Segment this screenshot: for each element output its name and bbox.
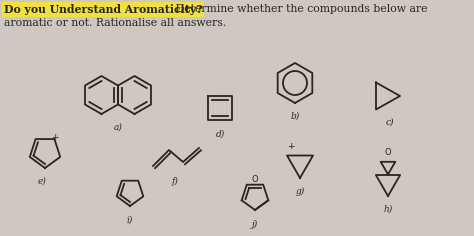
Text: a): a) [114, 123, 122, 132]
Text: +: + [51, 133, 58, 142]
Text: O: O [385, 148, 392, 157]
Text: +: + [287, 142, 295, 151]
Text: h): h) [383, 205, 392, 214]
Text: Determine whether the compounds below are: Determine whether the compounds below ar… [172, 4, 428, 14]
Text: d): d) [215, 130, 225, 139]
Text: i): i) [127, 216, 133, 225]
Text: b): b) [291, 112, 300, 121]
Text: O: O [252, 176, 258, 185]
Text: e): e) [37, 177, 46, 186]
Text: Do you Understand Aromaticity?: Do you Understand Aromaticity? [4, 4, 202, 15]
Text: f): f) [172, 177, 178, 186]
Text: g): g) [295, 187, 305, 196]
Text: c): c) [386, 118, 394, 127]
Text: j): j) [252, 220, 258, 229]
Text: aromatic or not. Rationalise all answers.: aromatic or not. Rationalise all answers… [4, 18, 226, 28]
